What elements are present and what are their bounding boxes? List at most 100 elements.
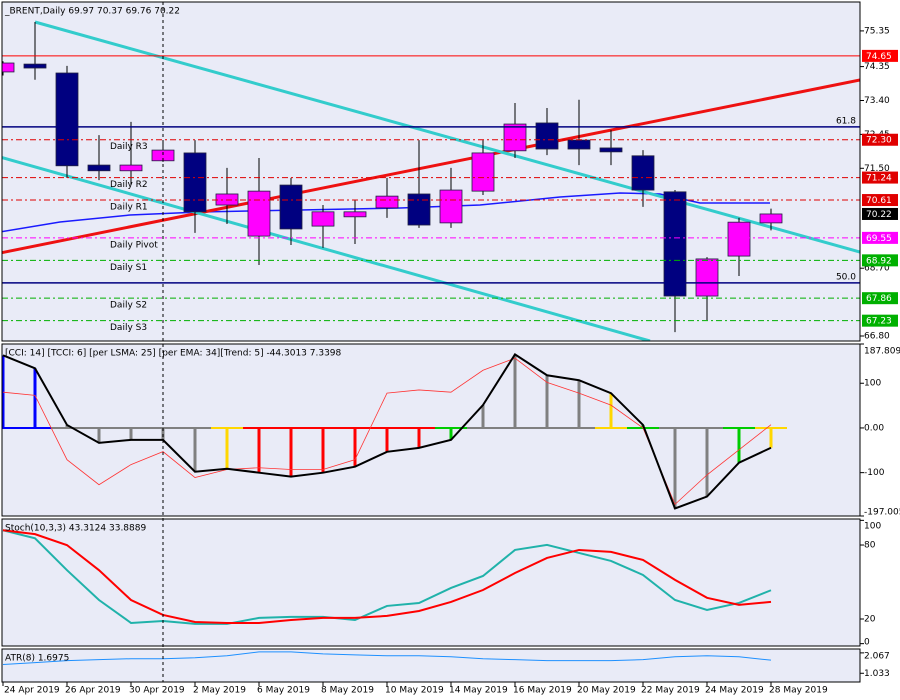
candle-body — [503, 123, 527, 152]
tcci-line — [2, 357, 772, 506]
y-tick-label: 100 — [864, 379, 881, 389]
candle-body — [23, 63, 47, 69]
panel-title: _BRENT,Daily 69.97 70.37 69.76 70.22 — [4, 7, 180, 17]
x-tick-label: 16 May 2019 — [513, 686, 572, 696]
candle-body — [663, 191, 687, 297]
y-tick-label: 2.067 — [864, 652, 890, 662]
candle-body — [759, 213, 783, 224]
price-box — [862, 231, 898, 244]
x-tick-label: 8 May 2019 — [321, 686, 374, 696]
panel-title: Stoch(10,3,3) 43.3124 33.8889 — [5, 524, 146, 534]
candle-body — [247, 190, 271, 237]
price-box-label: 74.65 — [866, 52, 892, 62]
candle-body — [119, 164, 143, 172]
y-tick-label: 66.80 — [864, 332, 890, 342]
price-box-label: 68.92 — [866, 256, 892, 266]
price-box-label: 67.86 — [866, 294, 892, 304]
x-tick-label: 28 May 2019 — [769, 686, 828, 696]
candle-body — [535, 122, 559, 150]
panel-title: ATR(8) 1.6975 — [5, 654, 69, 664]
candle-body — [55, 72, 79, 167]
pivot-label: Daily S2 — [110, 301, 147, 311]
candle-body — [311, 211, 335, 227]
panel-title: [CCI: 14] [TCCI: 6] [per LSMA: 25] [per … — [5, 349, 342, 359]
price-box-label: 71.24 — [866, 174, 892, 184]
y-tick-label: 100 — [864, 522, 881, 532]
stoch-line — [2, 529, 772, 624]
panel — [2, 352, 787, 510]
pivot-label: Daily S3 — [110, 323, 147, 333]
candle-body — [87, 164, 111, 172]
price-box-label: 70.61 — [866, 196, 892, 206]
price-box — [862, 314, 898, 327]
panel-frame — [1, 343, 861, 517]
trend-line — [2, 78, 860, 255]
y-tick-label: 0.00 — [864, 423, 884, 433]
x-tick-label: 10 May 2019 — [385, 686, 444, 696]
y-tick-label: 71.50 — [864, 164, 890, 174]
price-box — [862, 292, 898, 305]
x-tick-label: 24 May 2019 — [705, 686, 764, 696]
pivot-label: Daily R2 — [110, 180, 148, 190]
drawings: 61.8 50.0 Daily R3 Daily R2 Daily R1 Daily Pi… — [2, 2, 860, 341]
x-tick-label: 14 May 2019 — [449, 686, 508, 696]
candle-body — [407, 193, 431, 226]
candle-body — [279, 184, 303, 230]
candle-body — [567, 139, 591, 150]
last-price-box — [862, 207, 898, 220]
x-tick-label: 6 May 2019 — [257, 686, 310, 696]
candle-body — [375, 195, 399, 209]
candle-body — [343, 211, 367, 218]
panel-frame — [1, 518, 861, 647]
y-tick-label: 1.033 — [864, 669, 890, 679]
candle-body — [631, 155, 655, 191]
plot-area — [2, 519, 860, 646]
stoch-line — [2, 529, 772, 625]
x-tick-label: 2 May 2019 — [193, 686, 246, 696]
pivot-label: Daily S1 — [110, 263, 147, 273]
pivot-label: Daily R3 — [110, 142, 148, 152]
candle-body — [695, 258, 719, 297]
candle-body — [183, 152, 207, 213]
x-tick-label: 26 Apr 2019 — [65, 686, 121, 696]
price-box — [862, 194, 898, 207]
candle-body — [471, 152, 495, 192]
y-tick-label: 20 — [864, 614, 876, 624]
y-tick-label: 80 — [864, 541, 876, 551]
pivot-label: Daily Pivot — [110, 240, 158, 250]
x-tick-label: 24 Apr 2019 — [4, 686, 60, 696]
atr-line — [2, 651, 772, 666]
price-box-label: 67.23 — [866, 317, 892, 327]
panel — [2, 651, 772, 666]
panel-frame — [1, 648, 861, 683]
y-tick-label: 73.40 — [864, 96, 890, 106]
x-tick-label: 20 May 2019 — [577, 686, 636, 696]
trend-line — [34, 20, 860, 254]
candle-body — [727, 221, 751, 257]
cci-line — [2, 352, 772, 510]
trend-line — [2, 156, 651, 341]
y-tick-label: 68.70 — [864, 264, 890, 274]
price-box — [862, 254, 898, 267]
y-tick-label: 74.35 — [864, 62, 890, 72]
candle-body — [2, 62, 15, 73]
x-tick-label: 22 May 2019 — [641, 686, 700, 696]
panel-frame — [1, 1, 861, 342]
y-tick-label: 75.35 — [864, 26, 890, 36]
price-box-label: 69.55 — [866, 234, 892, 244]
pivot-label: Daily R1 — [110, 203, 148, 213]
candle-body — [599, 147, 623, 153]
candle-body — [215, 193, 239, 206]
fib-label: 61.8 — [836, 116, 856, 126]
x-tick-label: 30 Apr 2019 — [129, 686, 185, 696]
fib-label: 50.0 — [836, 272, 856, 282]
price-box — [862, 49, 898, 62]
y-tick-label: -197.0050 — [864, 508, 900, 518]
candle-body — [439, 189, 463, 224]
y-tick-label: -100 — [864, 468, 885, 478]
price-box — [862, 171, 898, 184]
y-tick-label: 0 — [864, 638, 870, 648]
price-box-label: 72.30 — [866, 136, 892, 146]
